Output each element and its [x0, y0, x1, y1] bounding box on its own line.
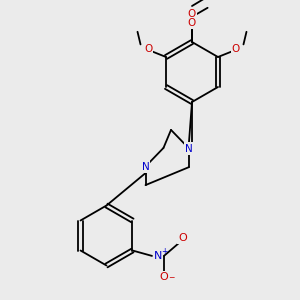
Text: O: O	[188, 8, 196, 19]
Text: N: N	[154, 251, 162, 261]
Text: O: O	[178, 233, 187, 243]
Text: O: O	[188, 18, 196, 28]
Text: N: N	[142, 161, 149, 172]
Text: +: +	[162, 247, 168, 256]
Text: O: O	[144, 44, 152, 54]
Text: −: −	[168, 274, 174, 283]
Text: O: O	[160, 272, 168, 283]
Text: O: O	[232, 44, 240, 54]
Text: N: N	[185, 143, 193, 154]
